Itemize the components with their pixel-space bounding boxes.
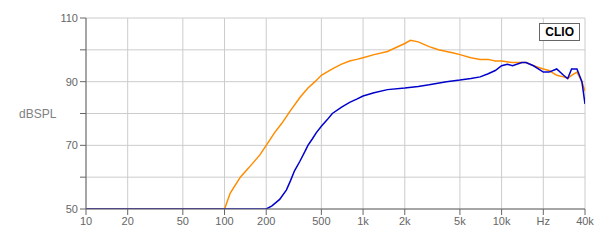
svg-text:2k: 2k <box>399 215 411 227</box>
svg-text:70: 70 <box>66 139 78 151</box>
svg-text:90: 90 <box>66 76 78 88</box>
svg-text:1k: 1k <box>357 215 369 227</box>
svg-text:5k: 5k <box>454 215 466 227</box>
svg-text:40k: 40k <box>576 215 594 227</box>
svg-text:10: 10 <box>80 215 92 227</box>
svg-text:Hz: Hz <box>537 215 550 227</box>
svg-text:200: 200 <box>257 215 275 227</box>
svg-text:10k: 10k <box>493 215 511 227</box>
svg-text:110: 110 <box>60 12 78 24</box>
svg-text:20: 20 <box>122 215 134 227</box>
svg-text:dBSPL: dBSPL <box>19 107 57 121</box>
html-text:CLIO: CLIO <box>545 25 574 39</box>
svg-text:100: 100 <box>215 215 233 227</box>
svg-text:50: 50 <box>177 215 189 227</box>
svg-text:500: 500 <box>312 215 330 227</box>
svg-text:50: 50 <box>66 203 78 215</box>
